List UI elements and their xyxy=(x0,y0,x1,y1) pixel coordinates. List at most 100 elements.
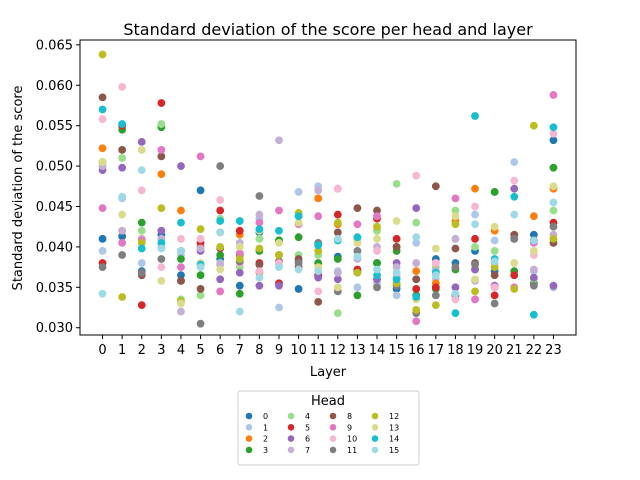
data-point-head-5-layer-2 xyxy=(137,301,146,309)
legend-marker-0 xyxy=(245,412,253,420)
data-point-head-6-layer-3 xyxy=(157,226,166,235)
data-point-head-6-layer-6 xyxy=(216,275,225,284)
data-point-head-4-layer-18 xyxy=(451,206,460,215)
data-point-head-15-layer-21 xyxy=(510,210,519,219)
data-point-head-10-layer-12 xyxy=(333,184,342,193)
data-point-head-8-layer-16 xyxy=(412,275,421,284)
legend-label-8: 8 xyxy=(347,412,352,421)
data-point-head-9-layer-3 xyxy=(157,146,166,154)
x-axis: 0 1 2 3 4 5 6 7 8 9 10 11 12 13 14 15 16 17 18 19 20 21 22 23 xyxy=(98,335,562,358)
data-point-head-1-layer-9 xyxy=(275,303,283,312)
data-point-head-13-layer-0 xyxy=(98,158,107,166)
data-point-head-12-layer-17 xyxy=(431,301,440,309)
x-tick-label: 15 xyxy=(388,343,405,358)
data-point-head-12-layer-5 xyxy=(196,225,205,234)
data-point-head-10-layer-6 xyxy=(216,196,225,204)
data-point-head-4-layer-3 xyxy=(157,120,166,128)
data-point-head-10-layer-2 xyxy=(137,186,146,195)
data-point-head-2-layer-19 xyxy=(471,184,479,193)
data-point-head-12-layer-23 xyxy=(549,234,558,243)
data-point-head-7-layer-5 xyxy=(196,244,205,253)
data-point-head-12-layer-20 xyxy=(490,263,499,272)
data-point-head-11-layer-14 xyxy=(373,283,381,292)
data-point-head-9-layer-1 xyxy=(118,238,127,247)
data-point-head-11-layer-5 xyxy=(196,319,205,328)
x-tick-label: 12 xyxy=(330,343,347,358)
data-point-head-7-layer-18 xyxy=(451,234,460,243)
y-tick-label: 0.060 xyxy=(36,79,73,94)
legend-label-2: 2 xyxy=(263,435,268,444)
data-point-head-9-layer-23 xyxy=(549,91,558,99)
data-point-head-2-layer-4 xyxy=(177,206,185,215)
data-point-head-13-layer-14 xyxy=(373,234,381,243)
data-point-head-0-layer-10 xyxy=(294,285,303,293)
legend-marker-10 xyxy=(329,435,337,442)
data-point-head-5-layer-7 xyxy=(235,226,244,235)
data-point-head-15-layer-2 xyxy=(137,166,146,175)
legend-label-11: 11 xyxy=(347,446,357,455)
data-point-head-13-layer-20 xyxy=(490,222,499,231)
data-point-head-11-layer-18 xyxy=(451,263,460,272)
legend-marker-12 xyxy=(371,412,379,420)
points-layer xyxy=(98,50,558,328)
data-point-head-7-layer-12 xyxy=(333,268,342,277)
data-point-head-5-layer-12 xyxy=(333,210,342,219)
data-point-head-13-layer-13 xyxy=(353,238,362,247)
data-point-head-8-layer-1 xyxy=(118,146,127,154)
data-point-head-10-layer-5 xyxy=(196,234,205,243)
data-point-head-10-layer-19 xyxy=(471,202,479,211)
data-point-head-4-layer-16 xyxy=(412,218,421,227)
x-tick-label: 1 xyxy=(118,343,126,358)
data-point-head-11-layer-1 xyxy=(118,251,127,259)
data-point-head-10-layer-20 xyxy=(490,283,499,292)
legend-marker-14 xyxy=(371,435,379,442)
data-point-head-8-layer-17 xyxy=(431,182,440,191)
data-point-head-9-layer-8 xyxy=(255,218,264,227)
data-point-head-2-layer-0 xyxy=(98,144,107,153)
data-point-head-7-layer-22 xyxy=(529,265,538,274)
legend-marker-3 xyxy=(245,446,253,454)
data-point-head-14-layer-22 xyxy=(529,310,538,319)
data-point-head-7-layer-15 xyxy=(392,263,401,272)
data-point-head-14-layer-16 xyxy=(412,293,421,301)
x-tick-label: 16 xyxy=(408,343,425,358)
data-point-head-5-layer-16 xyxy=(412,285,421,293)
data-point-head-14-layer-15 xyxy=(392,275,401,284)
data-point-head-8-layer-14 xyxy=(373,206,381,215)
data-point-head-15-layer-1 xyxy=(118,192,127,201)
legend-marker-8 xyxy=(329,412,337,420)
data-point-head-3-layer-23 xyxy=(549,163,558,172)
data-point-head-15-layer-18 xyxy=(451,289,460,298)
data-point-head-15-layer-13 xyxy=(353,252,362,261)
data-point-head-4-layer-15 xyxy=(392,179,401,188)
data-point-head-3-layer-6 xyxy=(216,251,225,259)
data-point-head-8-layer-13 xyxy=(353,204,362,213)
data-point-head-3-layer-2 xyxy=(137,218,146,227)
data-point-head-10-layer-1 xyxy=(118,82,127,91)
data-point-head-0-layer-22 xyxy=(529,230,538,239)
data-point-head-0-layer-1 xyxy=(118,232,127,241)
legend-marker-9 xyxy=(329,424,337,431)
data-point-head-6-layer-21 xyxy=(510,184,519,193)
legend-marker-13 xyxy=(371,424,379,431)
x-tick-label: 0 xyxy=(98,343,106,358)
data-point-head-15-layer-16 xyxy=(412,233,421,242)
legend-label-3: 3 xyxy=(263,446,268,455)
data-point-head-1-layer-13 xyxy=(353,283,362,292)
data-point-head-1-layer-0 xyxy=(98,247,107,255)
data-point-head-15-layer-19 xyxy=(471,220,479,229)
data-point-head-3-layer-14 xyxy=(373,259,381,267)
x-tick-label: 14 xyxy=(369,343,386,358)
data-point-head-13-layer-19 xyxy=(471,275,479,284)
data-point-head-11-layer-13 xyxy=(353,247,362,255)
data-point-head-15-layer-3 xyxy=(157,244,166,253)
data-point-head-8-layer-3 xyxy=(157,152,166,161)
data-point-head-14-layer-11 xyxy=(314,241,323,250)
y-tick-label: 0.050 xyxy=(36,160,73,175)
data-point-head-12-layer-14 xyxy=(373,222,381,231)
data-point-head-1-layer-2 xyxy=(137,259,146,267)
data-point-head-6-layer-23 xyxy=(549,281,558,290)
data-point-head-3-layer-12 xyxy=(333,255,342,263)
data-point-head-14-layer-14 xyxy=(373,271,381,280)
data-point-head-10-layer-23 xyxy=(549,129,558,138)
